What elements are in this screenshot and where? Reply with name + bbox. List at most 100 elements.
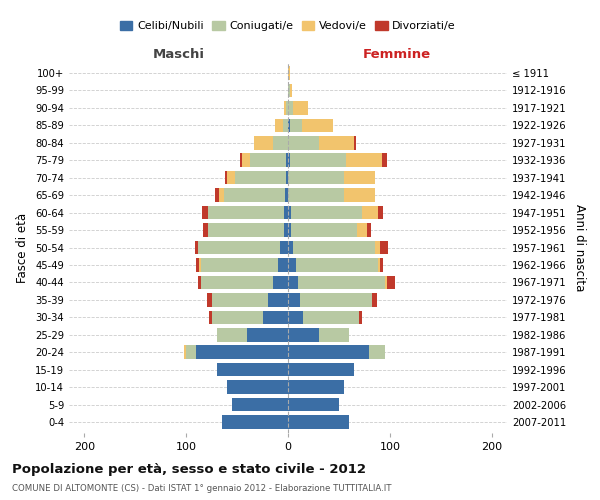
Bar <box>382 154 387 167</box>
Bar <box>288 346 370 359</box>
Bar <box>288 84 290 97</box>
Y-axis label: Anni di nascita: Anni di nascita <box>573 204 586 291</box>
Bar <box>273 276 288 289</box>
Bar <box>288 310 303 324</box>
Bar <box>196 240 199 254</box>
Bar <box>202 258 278 272</box>
Bar <box>208 223 284 237</box>
Bar <box>227 380 288 394</box>
Bar <box>346 154 382 167</box>
Bar <box>288 118 290 132</box>
Bar <box>217 363 288 376</box>
Bar <box>212 293 268 306</box>
Bar <box>290 154 346 167</box>
Bar <box>380 258 383 272</box>
Bar <box>288 415 349 429</box>
Y-axis label: Fasce di età: Fasce di età <box>16 212 29 282</box>
Bar <box>254 136 273 149</box>
Bar <box>203 223 208 237</box>
Bar <box>288 258 296 272</box>
Bar <box>288 223 291 237</box>
Bar <box>288 398 339 411</box>
Bar <box>240 154 242 167</box>
Bar <box>288 293 300 306</box>
Text: COMUNE DI ALTOMONTE (CS) - Dati ISTAT 1° gennaio 2012 - Elaborazione TUTTITALIA.: COMUNE DI ALTOMONTE (CS) - Dati ISTAT 1°… <box>12 484 392 493</box>
Bar <box>387 276 395 289</box>
Bar <box>288 136 319 149</box>
Bar <box>293 101 308 114</box>
Bar <box>278 258 288 272</box>
Bar <box>288 240 293 254</box>
Bar <box>374 240 380 254</box>
Bar <box>199 240 280 254</box>
Bar <box>184 346 186 359</box>
Bar <box>354 136 356 149</box>
Bar <box>288 276 298 289</box>
Bar <box>298 276 385 289</box>
Bar <box>199 258 202 272</box>
Legend: Celibi/Nubili, Coniugati/e, Vedovi/e, Divorziati/e: Celibi/Nubili, Coniugati/e, Vedovi/e, Di… <box>116 16 460 36</box>
Bar <box>288 380 344 394</box>
Bar <box>362 206 377 220</box>
Bar <box>288 66 290 80</box>
Bar <box>225 171 227 184</box>
Bar <box>247 328 288 342</box>
Bar <box>288 363 354 376</box>
Bar <box>385 276 387 289</box>
Bar <box>202 206 208 220</box>
Bar <box>288 206 291 220</box>
Bar <box>377 206 383 220</box>
Bar <box>291 223 357 237</box>
Bar <box>377 258 380 272</box>
Bar <box>222 415 288 429</box>
Bar <box>232 398 288 411</box>
Bar <box>235 171 286 184</box>
Bar <box>300 293 371 306</box>
Bar <box>285 188 288 202</box>
Text: Popolazione per età, sesso e stato civile - 2012: Popolazione per età, sesso e stato civil… <box>12 462 366 475</box>
Bar <box>290 118 302 132</box>
Bar <box>217 328 247 342</box>
Bar <box>370 346 385 359</box>
Bar <box>296 258 377 272</box>
Bar <box>209 310 212 324</box>
Bar <box>286 171 288 184</box>
Bar <box>344 188 374 202</box>
Bar <box>196 346 288 359</box>
Bar <box>344 171 374 184</box>
Bar <box>215 188 219 202</box>
Bar <box>290 84 292 97</box>
Bar <box>357 223 367 237</box>
Bar <box>303 310 359 324</box>
Bar <box>286 101 288 114</box>
Text: Maschi: Maschi <box>153 48 205 61</box>
Bar <box>293 240 374 254</box>
Bar <box>380 240 388 254</box>
Bar <box>367 223 371 237</box>
Bar <box>284 101 286 114</box>
Bar <box>242 154 250 167</box>
Bar <box>286 154 288 167</box>
Bar <box>273 136 288 149</box>
Bar <box>284 206 288 220</box>
Bar <box>319 136 354 149</box>
Bar <box>227 171 235 184</box>
Bar <box>280 240 288 254</box>
Bar <box>288 188 344 202</box>
Bar <box>212 310 263 324</box>
Bar <box>202 276 273 289</box>
Bar <box>219 188 224 202</box>
Bar <box>288 328 319 342</box>
Bar <box>186 346 196 359</box>
Bar <box>283 118 288 132</box>
Text: Femmine: Femmine <box>363 48 431 61</box>
Bar <box>319 328 349 342</box>
Bar <box>302 118 333 132</box>
Bar <box>250 154 286 167</box>
Bar <box>291 206 362 220</box>
Bar <box>288 154 290 167</box>
Bar <box>208 206 284 220</box>
Bar <box>206 293 212 306</box>
Bar <box>288 171 344 184</box>
Bar <box>371 293 377 306</box>
